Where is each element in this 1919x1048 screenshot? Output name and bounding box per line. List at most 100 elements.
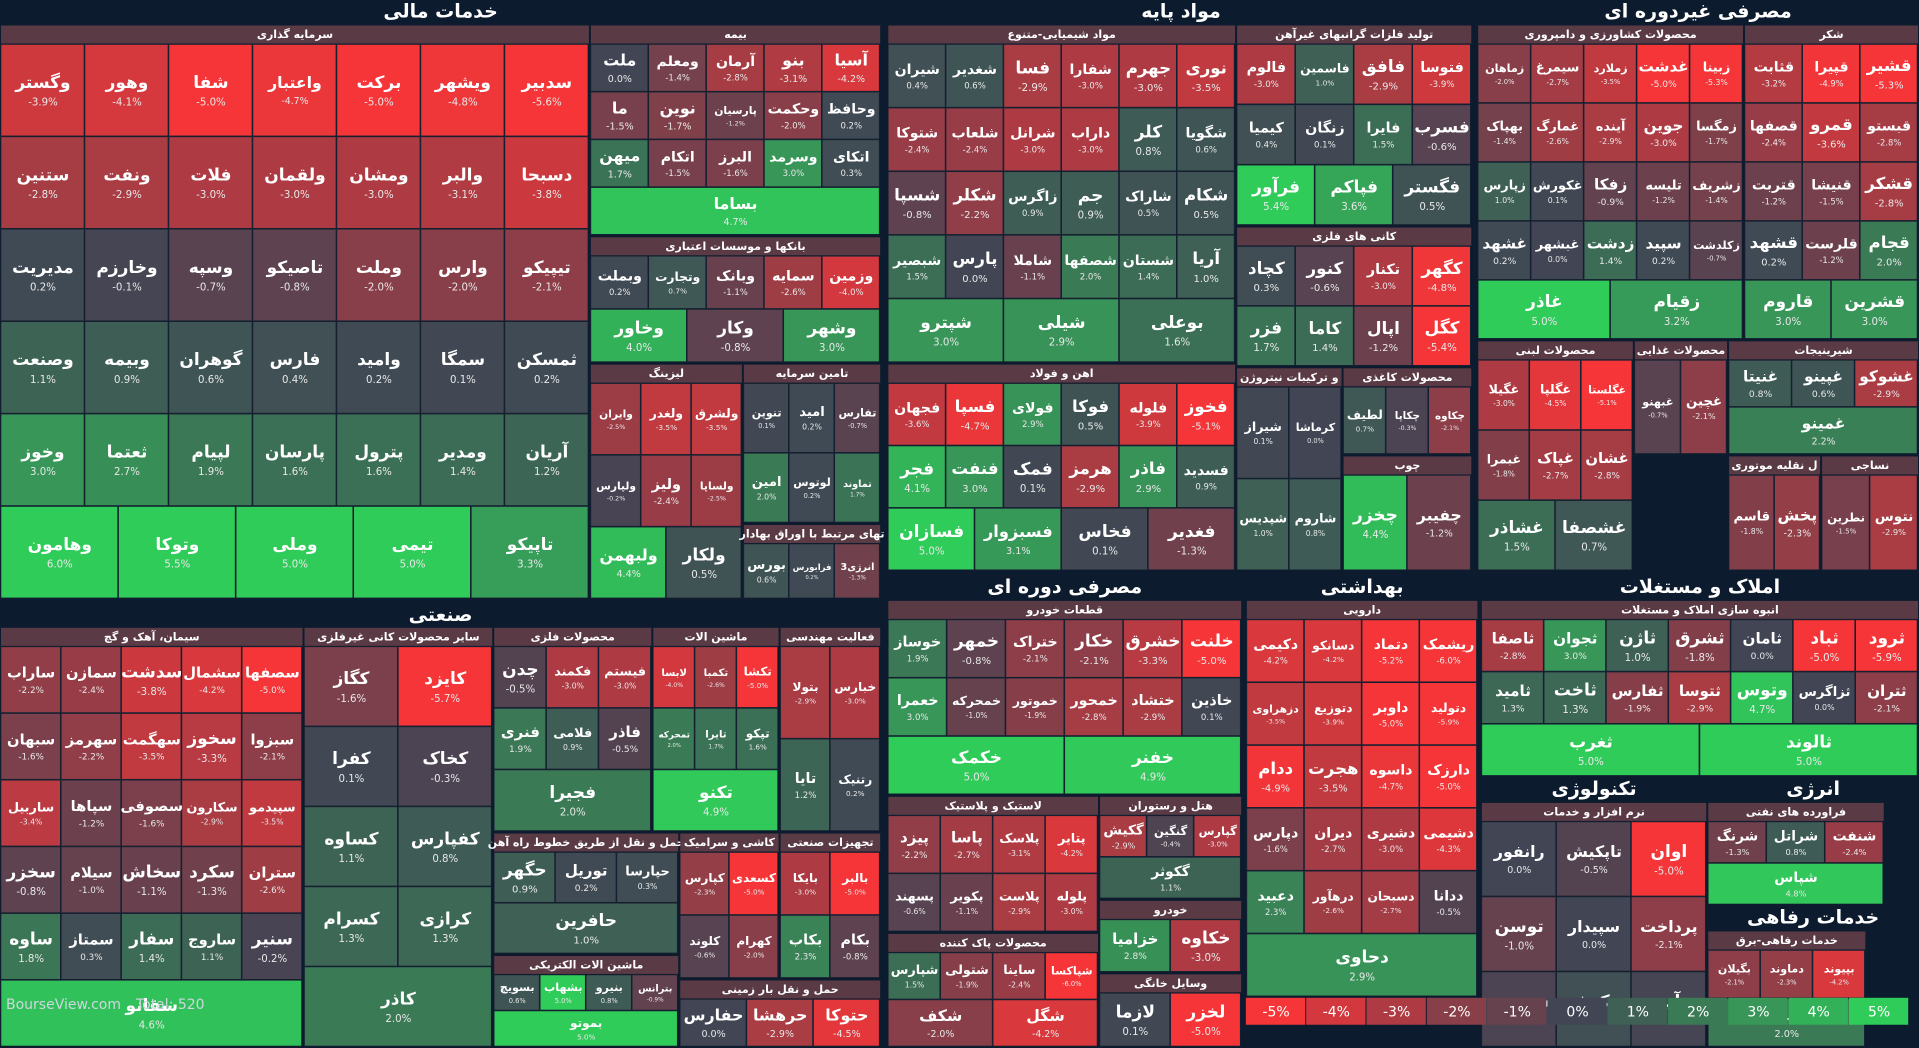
- stock-tile: [61, 913, 121, 980]
- stock-name: شغدیر: [952, 62, 997, 78]
- stock-name: شستان: [1123, 253, 1174, 269]
- stock-change: 4.7%: [723, 217, 747, 228]
- stock-change: -2.1%: [1023, 655, 1048, 665]
- group: تهای مرتبط با اوراق بهادار انرژی3 -1.3% فرا…: [738, 525, 885, 599]
- stock-tile: [0, 506, 118, 599]
- stock-name: فجهان: [894, 400, 940, 416]
- stock-name: غکورش: [1533, 179, 1583, 194]
- stock-tile: [304, 726, 398, 807]
- stock-change: 1.0%: [1193, 274, 1218, 285]
- stock-change: -1.1%: [956, 907, 978, 916]
- stock-name: پلاست: [999, 890, 1040, 905]
- stock-tile: [304, 886, 398, 967]
- stock-change: -1.6%: [1264, 844, 1288, 854]
- stock-tile: [822, 91, 880, 140]
- stock-name: داوبر: [1373, 700, 1409, 716]
- stock-change: 3.0%: [783, 169, 805, 179]
- stock-name: دسانکو: [1311, 638, 1354, 652]
- stock-tile: [1412, 306, 1471, 366]
- stock-change: 1.6%: [749, 743, 767, 752]
- stock-tile: [1064, 619, 1123, 678]
- stock-name: ثتران: [1867, 682, 1907, 700]
- stock-name: غچین: [1686, 394, 1722, 409]
- stock-change: 1.0%: [1625, 653, 1651, 664]
- stock-name: سیلام: [70, 865, 112, 882]
- stock-tile: [1146, 815, 1194, 857]
- stock-name: شکلر: [952, 186, 996, 206]
- stock-change: -2.2%: [18, 686, 44, 696]
- stock-change: -5.1%: [1192, 421, 1221, 432]
- stock-tile: [1481, 671, 1544, 724]
- stock-tile: [1236, 104, 1295, 165]
- group-title: محصولات غذایی: [1637, 344, 1725, 357]
- group-header: [1478, 341, 1633, 360]
- group: محصولات کشاورزی و دامپروری زبینا -5.3% غدشت…: [1477, 25, 1743, 339]
- stock-name: ساروج: [188, 931, 236, 948]
- stock-change: 0.8%: [432, 854, 458, 865]
- stock-name: فزر: [1250, 319, 1283, 339]
- stock-change: -3.0%: [1134, 83, 1163, 94]
- stock-tile: [168, 413, 253, 506]
- stock-change: 3.0%: [1564, 652, 1587, 662]
- stock-tile: [1099, 993, 1170, 1047]
- stock-name: وخاور: [613, 318, 664, 338]
- stock-name: غبهنو: [1641, 395, 1673, 408]
- stock-tile: [1854, 360, 1918, 407]
- stock-tile: [0, 913, 61, 980]
- stock-name: ثامان: [1742, 630, 1781, 648]
- stock-change: -4.2%: [1264, 656, 1288, 666]
- stock-name: غمارگ: [1536, 118, 1579, 135]
- stock-change: -4.8%: [1427, 283, 1457, 294]
- stock-tile: [1730, 671, 1793, 724]
- stock-tile: [1304, 808, 1362, 871]
- stock-change: 0.1%: [1201, 713, 1223, 723]
- stock-change: -2.8%: [1875, 199, 1904, 210]
- stock-name: ثباد: [1810, 628, 1838, 648]
- group: اهن و فولاد فخوز -5.1% فلوله -3.9% فوکا 0.5% فو…: [887, 364, 1236, 571]
- stock-change: -5.0%: [1436, 781, 1460, 791]
- stock-name: آرمان: [716, 52, 756, 70]
- stock-name: قلرست: [1805, 237, 1858, 253]
- stock-change: -3.0%: [1650, 139, 1677, 149]
- stock-tile: [61, 846, 121, 913]
- group: تولید فلزات گرانبهای غیرآهن فتوسا -3.9% فاف…: [1236, 25, 1472, 225]
- stock-change: -3.9%: [1430, 80, 1455, 90]
- stock-change: 4.6%: [139, 1021, 165, 1032]
- stock-tile: [679, 915, 729, 978]
- stock-change: -1.2%: [1369, 343, 1399, 354]
- stock-change: 1.2%: [795, 791, 817, 801]
- stock-name: سمتاز: [68, 931, 113, 948]
- stock-name: وتجارت: [655, 270, 700, 284]
- stock-change: -3.6%: [1817, 140, 1846, 151]
- stock-name: ثالوند: [1786, 733, 1832, 753]
- stock-tile: [1860, 44, 1918, 103]
- stock-tile: [887, 677, 947, 736]
- stock-name: غبمرا: [1487, 451, 1521, 466]
- stock-name: زملارد: [1594, 62, 1628, 75]
- stock-name: قنیشا: [1811, 178, 1851, 194]
- group: شیرینیجات غشوکو -2.9% غپینو 0.6% غنیتا 0.8% غمی…: [1728, 341, 1918, 454]
- stock-change: 0.8%: [1135, 147, 1161, 158]
- stock-tile: [1236, 44, 1295, 105]
- stock-tile: [504, 44, 589, 137]
- group-header: [743, 525, 881, 543]
- stock-name: شگل: [1026, 1006, 1065, 1025]
- stock-name: پاسا: [951, 829, 983, 848]
- stock-name: ما: [612, 98, 628, 117]
- group: لیزینگ ولشرق -3.5% ولغدر -3.5% وایران -2.5% ولس…: [590, 364, 742, 599]
- stock-tile: [1176, 235, 1235, 299]
- group-title: خدمات رفاهی-برق: [1736, 934, 1838, 947]
- stock-name: ثجوان: [1553, 630, 1597, 648]
- stock-tile: [834, 543, 880, 599]
- stock-change: -1.2%: [726, 120, 745, 128]
- stock-name: ملت: [603, 51, 636, 70]
- stock-tile: [1099, 857, 1241, 899]
- stock-name: بموتو: [569, 1016, 602, 1031]
- stock-name: واعتبار: [267, 73, 322, 92]
- stock-change: -2.8%: [723, 74, 748, 84]
- stock-name: وسپه: [189, 258, 234, 278]
- stock-tile: [590, 309, 687, 362]
- stock-name: خکمک: [951, 748, 1002, 768]
- stock-tile: [1824, 821, 1884, 863]
- stock-name: داسوه: [1369, 763, 1412, 779]
